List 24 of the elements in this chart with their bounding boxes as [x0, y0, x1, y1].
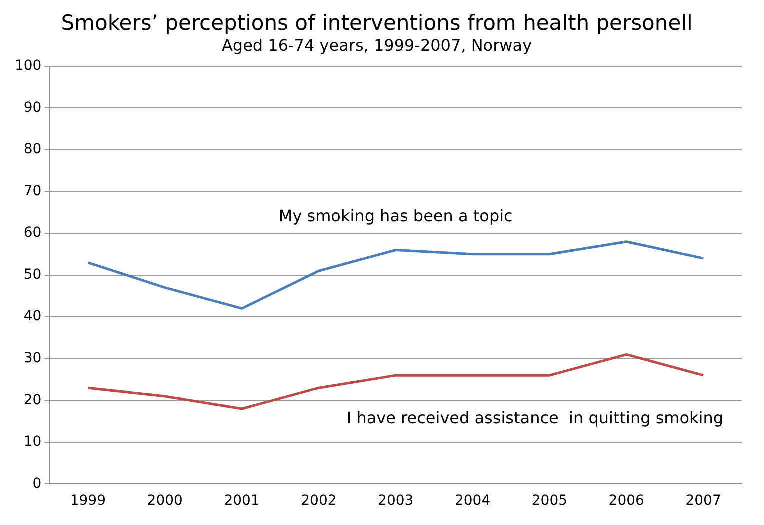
x-tick-label: 2000 [147, 493, 183, 510]
y-tick-label: 60 [24, 225, 42, 242]
x-tick-label: 2006 [608, 493, 645, 510]
y-tick-label: 80 [24, 142, 42, 158]
chart-title: Smokers’ perceptions of interventions from health personell [61, 11, 693, 36]
x-tick-label: 2001 [224, 493, 260, 510]
y-tick-label: 10 [24, 434, 42, 450]
y-tick-label: 30 [24, 350, 42, 366]
x-tick-label: 2003 [378, 493, 414, 510]
y-tick-label: 20 [24, 392, 42, 408]
y-tick-label: 0 [32, 476, 42, 492]
x-tick-label: 2002 [301, 493, 337, 510]
y-tick-label: 50 [24, 266, 42, 283]
series-label: My smoking has been a topic [278, 206, 513, 226]
y-tick-label: 90 [24, 100, 42, 116]
y-tick-label: 70 [24, 183, 42, 200]
x-tick-label: 2007 [686, 493, 722, 510]
x-tick-label: 1999 [70, 493, 106, 510]
chart-subtitle: Aged 16-74 years, 1999-2007, Norway [222, 36, 532, 55]
x-tick-label: 2004 [454, 493, 491, 510]
series-label: I have received assistance in quitting smoking [346, 408, 724, 428]
y-tick-label: 40 [24, 308, 42, 325]
x-tick-label: 2005 [532, 493, 568, 510]
y-tick-label: 100 [14, 58, 42, 74]
